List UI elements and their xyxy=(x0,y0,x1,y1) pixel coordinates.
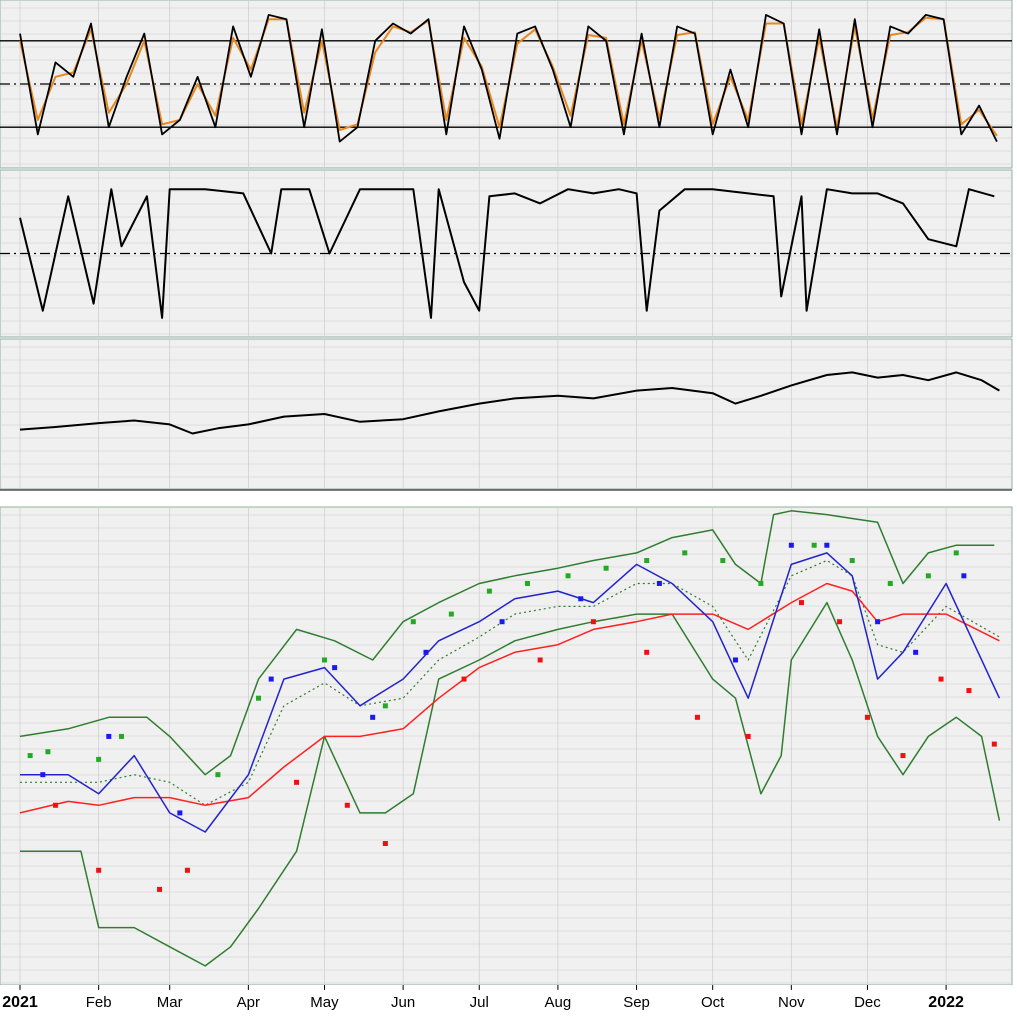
price-dot-down xyxy=(294,779,300,785)
price-dot-up xyxy=(321,657,327,663)
relative-line-background xyxy=(0,338,1013,490)
x-tick-label: Feb xyxy=(86,994,112,1011)
price-dot-down xyxy=(157,886,163,892)
price-dot-down xyxy=(900,753,906,759)
price-lower-band-line xyxy=(20,601,1001,967)
x-tick-label: Nov xyxy=(778,994,805,1011)
x-tick-label: Sep xyxy=(623,994,650,1011)
x-tick-label: Jun xyxy=(391,994,415,1011)
price-upper-band-line xyxy=(19,510,995,776)
price-dot-up xyxy=(758,580,764,586)
price-dot-down xyxy=(864,714,870,720)
price-dot-up xyxy=(45,749,51,755)
price-dot-up xyxy=(256,695,262,701)
price-dot-mid xyxy=(268,676,274,682)
price-dot-up xyxy=(811,542,817,548)
price-dot-up xyxy=(448,611,454,617)
price-dot-down xyxy=(344,802,350,808)
price-dot-mid xyxy=(733,657,739,663)
price-dot-mid xyxy=(961,573,967,579)
x-tick-label: Dec xyxy=(854,994,881,1011)
x-tick-label: Jul xyxy=(470,994,489,1011)
price-dot-down xyxy=(694,714,700,720)
price-fast-line-line xyxy=(20,552,1001,833)
price-dot-down xyxy=(837,619,843,625)
price-dot-down xyxy=(644,649,650,655)
momentum-main-line xyxy=(19,188,995,319)
price-dot-mid xyxy=(875,619,881,625)
x-axis: 2021 Feb Mar Apr May Jun Jul Aug Sep Oct Nov Dec 202… xyxy=(0,489,1017,1018)
price-dot-up xyxy=(720,558,726,564)
price-panel xyxy=(0,506,1013,986)
price-dot-mid xyxy=(423,649,429,655)
price-dot-down xyxy=(745,733,751,739)
price-dot-down xyxy=(461,676,467,682)
price-dot-up xyxy=(96,756,102,762)
axis-background xyxy=(0,985,1017,1018)
price-dot-up xyxy=(682,550,688,556)
x-tick-label: Oct xyxy=(701,994,725,1011)
x-tick-label: Apr xyxy=(237,994,260,1011)
x-tick-label: Aug xyxy=(545,994,572,1011)
price-dot-mid xyxy=(913,649,919,655)
price-dot-up xyxy=(410,619,416,625)
price-dot-mid xyxy=(824,542,830,548)
price-dot-down xyxy=(590,619,596,625)
price-dot-down xyxy=(798,600,804,606)
price-dot-up xyxy=(603,565,609,571)
price-dot-up xyxy=(118,733,124,739)
price-dot-down xyxy=(991,741,997,747)
x-tick-label: 2022 xyxy=(928,994,964,1011)
price-band-mid-dotted-line xyxy=(20,559,1000,806)
price-dot-mid xyxy=(370,714,376,720)
price-dot-mid xyxy=(578,596,584,602)
price-dot-up xyxy=(644,558,650,564)
x-tick-label: Mar xyxy=(157,994,183,1011)
x-tick-label: May xyxy=(310,994,339,1011)
oscillator-fast-line xyxy=(19,13,998,143)
price-dot-mid xyxy=(106,733,112,739)
price-dot-mid xyxy=(332,665,338,671)
price-dot-up xyxy=(27,753,33,759)
price-dot-down xyxy=(966,688,972,694)
price-dot-down xyxy=(184,867,190,873)
price-dot-up xyxy=(565,573,571,579)
price-dot-down xyxy=(53,802,59,808)
price-dot-mid xyxy=(656,580,662,586)
price-dot-up xyxy=(925,573,931,579)
price-dot-up xyxy=(215,772,221,778)
price-moving-average-line xyxy=(19,582,1000,814)
price-dot-up xyxy=(849,558,855,564)
price-dot-up xyxy=(382,703,388,709)
price-dot-up xyxy=(486,588,492,594)
price-dot-down xyxy=(96,867,102,873)
relative-line-main-line xyxy=(19,371,1000,435)
oscillator-panel xyxy=(0,0,1013,169)
price-dot-mid xyxy=(40,772,46,778)
price-dot-up xyxy=(887,580,893,586)
price-dot-down xyxy=(382,841,388,847)
price-dot-down xyxy=(537,657,543,663)
momentum-panel xyxy=(0,169,1013,338)
price-background xyxy=(0,506,1013,986)
price-dot-mid xyxy=(788,542,794,548)
price-dot-down xyxy=(938,676,944,682)
panels-layer xyxy=(0,0,1013,986)
price-dot-mid xyxy=(177,810,183,816)
x-tick-label: 2021 xyxy=(2,994,38,1011)
price-dot-up xyxy=(953,550,959,556)
relative-line-panel xyxy=(0,338,1013,490)
price-dot-mid xyxy=(499,619,505,625)
price-dot-up xyxy=(524,580,530,586)
